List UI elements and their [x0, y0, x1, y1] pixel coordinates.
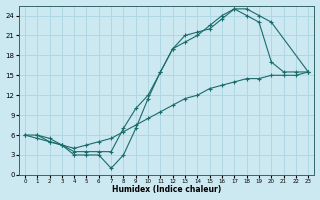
X-axis label: Humidex (Indice chaleur): Humidex (Indice chaleur) [112, 185, 221, 194]
